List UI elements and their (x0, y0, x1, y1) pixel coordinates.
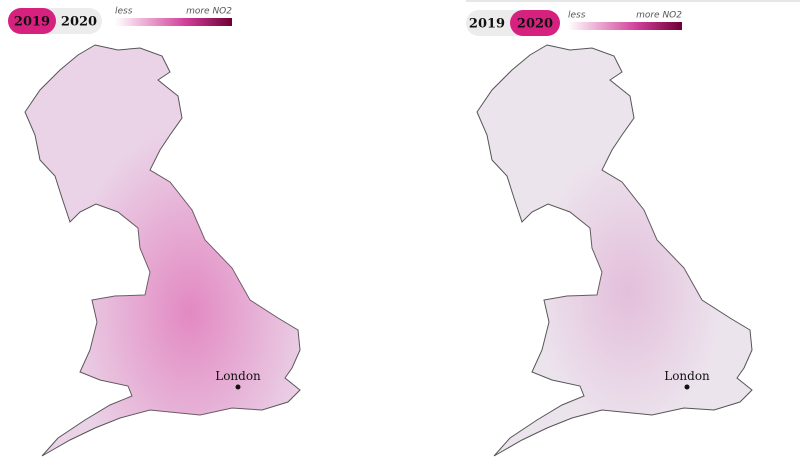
legend-high: more NO2 (636, 11, 682, 21)
year-button[interactable]: 2020 (517, 17, 553, 32)
year-button[interactable]: 2019 (469, 17, 505, 32)
city-dot (684, 384, 690, 390)
toggle-active[interactable] (8, 8, 56, 34)
year-button[interactable]: 2020 (61, 15, 97, 30)
panel: 2019 2020 less more NO2 London (466, 10, 753, 457)
toggle-active[interactable] (510, 10, 560, 36)
map-hotspot (25, 45, 300, 456)
panel: 2019 2020 less more NO2 London (8, 7, 301, 457)
legend-low: less (115, 7, 133, 17)
city-label: London (215, 369, 261, 383)
city-label: London (664, 369, 710, 383)
legend-bar (568, 22, 682, 30)
year-button[interactable]: 2019 (14, 15, 50, 30)
legend-low: less (568, 11, 586, 21)
legend-high: more NO2 (186, 7, 232, 17)
city-dot (235, 384, 241, 390)
legend-bar (115, 18, 232, 26)
map-hotspot (477, 45, 752, 456)
